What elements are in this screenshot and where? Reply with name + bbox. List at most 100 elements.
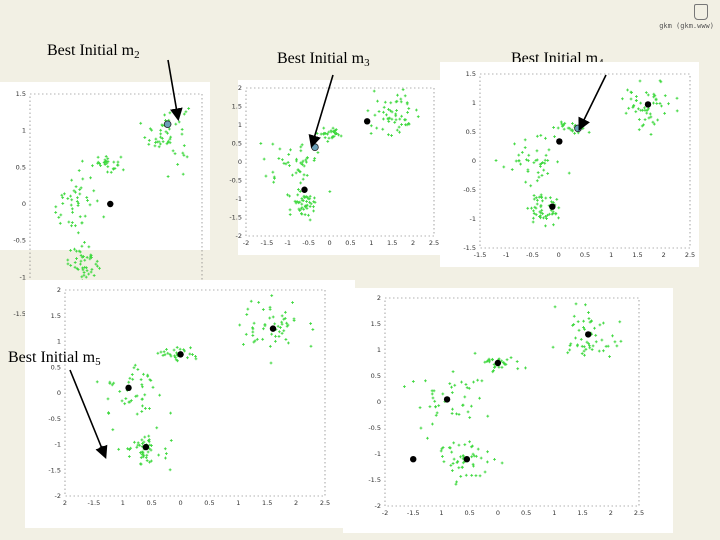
data-point	[261, 308, 265, 311]
data-point	[300, 197, 304, 200]
data-point	[532, 212, 536, 215]
data-point	[451, 407, 454, 411]
data-point	[541, 199, 544, 203]
x-tick-label: 0.5	[521, 509, 531, 517]
data-point	[530, 206, 533, 210]
y-tick-label: -1	[236, 195, 242, 203]
data-point	[70, 221, 74, 224]
data-point	[583, 353, 586, 357]
data-point	[135, 412, 139, 416]
data-point	[464, 473, 468, 477]
centroid-marker	[142, 443, 150, 451]
x-tick-label: 0.5	[345, 239, 355, 247]
data-point	[405, 123, 409, 127]
data-point	[159, 128, 163, 132]
data-point	[580, 344, 584, 348]
data-point	[648, 112, 652, 116]
data-point	[546, 172, 550, 175]
x-tick-label: 0	[496, 509, 500, 517]
data-point	[163, 447, 167, 451]
data-point	[252, 321, 256, 325]
data-point	[471, 452, 475, 456]
data-point	[449, 463, 453, 467]
data-point	[80, 159, 84, 163]
data-point	[106, 165, 110, 169]
data-point	[187, 107, 191, 110]
data-point	[544, 214, 548, 218]
data-point	[81, 177, 85, 181]
data-point	[424, 379, 427, 383]
data-point	[284, 162, 288, 166]
data-point	[406, 111, 409, 114]
data-point	[434, 405, 438, 409]
data-point	[164, 456, 167, 460]
x-tick-label: 1.5	[577, 509, 587, 517]
data-point	[334, 132, 338, 135]
data-point	[542, 168, 546, 172]
data-point	[185, 155, 189, 159]
data-point	[54, 211, 58, 214]
x-tick-label: 2.5	[634, 509, 644, 517]
data-point	[556, 160, 560, 164]
data-point	[534, 196, 538, 200]
data-point	[311, 328, 315, 331]
data-point	[148, 443, 152, 447]
data-point	[297, 201, 301, 205]
data-point	[244, 332, 248, 336]
data-point	[171, 149, 175, 153]
data-point	[78, 188, 82, 191]
data-point	[532, 197, 536, 201]
data-point	[165, 347, 168, 351]
data-point	[486, 414, 490, 418]
data-point	[543, 158, 547, 162]
data-point	[636, 107, 640, 111]
centroid-marker	[410, 456, 417, 463]
data-point	[312, 209, 315, 213]
data-point	[128, 400, 132, 404]
data-point	[296, 193, 300, 197]
data-point	[172, 348, 176, 352]
data-point	[618, 320, 622, 324]
data-point	[270, 332, 274, 336]
data-point	[652, 122, 656, 126]
x-tick-label: 0.5	[146, 499, 156, 507]
data-point	[653, 94, 657, 98]
data-point	[377, 110, 381, 113]
data-point	[80, 275, 84, 279]
data-point	[75, 257, 78, 260]
data-point	[583, 327, 586, 331]
data-point	[90, 267, 94, 271]
data-point	[400, 114, 404, 118]
data-point	[569, 342, 573, 346]
x-tick-label: -1.5	[261, 239, 274, 247]
data-point	[277, 330, 281, 334]
data-point	[629, 90, 633, 94]
data-point	[487, 360, 491, 364]
y-tick-label: 2	[57, 286, 61, 294]
x-tick-label: 0.5	[580, 251, 590, 259]
data-point	[526, 159, 530, 163]
y-tick-label: -2	[375, 502, 381, 510]
y-tick-label: 1	[22, 127, 26, 135]
data-point	[79, 254, 83, 257]
data-point	[547, 212, 551, 216]
data-point	[70, 178, 74, 182]
data-point	[157, 145, 161, 149]
data-point	[291, 301, 294, 304]
data-point	[126, 447, 130, 451]
data-point	[95, 199, 99, 203]
data-point	[571, 129, 574, 133]
data-point	[539, 195, 543, 199]
caption-text: Best Initial m	[47, 42, 135, 59]
data-point	[452, 457, 456, 461]
data-point	[95, 259, 99, 263]
data-point	[468, 416, 472, 419]
data-point	[588, 346, 592, 350]
data-point	[517, 153, 521, 157]
y-tick-label: 0.5	[16, 163, 26, 171]
data-point	[288, 194, 291, 198]
data-point	[110, 383, 114, 387]
data-point	[500, 365, 504, 369]
data-point	[139, 378, 143, 382]
data-point	[183, 349, 186, 353]
